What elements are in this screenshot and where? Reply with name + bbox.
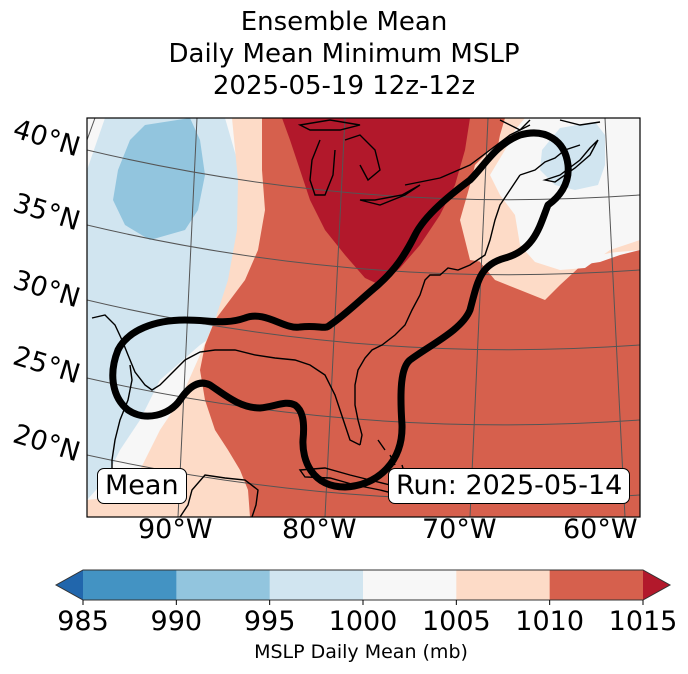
lon-label-80w: 80°W [282, 514, 357, 545]
field-bin-above-1015 [282, 118, 470, 285]
gridline-lat-30 [87, 299, 640, 351]
mean-label-box: Mean [97, 468, 187, 504]
colorbar-tick-label: 1015 [608, 606, 678, 637]
gridline-lat-35 [87, 224, 640, 276]
colorbar-bin-1000-1005 [363, 570, 457, 600]
colorbar-tick-label: 1010 [515, 606, 585, 637]
colorbar-tick-label: 990 [150, 606, 203, 637]
coast-lake-ontario [404, 177, 441, 186]
gridline-lon-100 [87, 118, 96, 141]
gridline-lat-25 [87, 377, 640, 426]
field-bin-990-995 [113, 118, 205, 240]
chart-title-line-2: Daily Mean Minimum MSLP [168, 39, 520, 69]
map-frame [86, 117, 641, 518]
field-bin-1010-1015 [200, 118, 640, 517]
colorbar-bin-990-995 [176, 570, 271, 600]
colorbar-tick-label: 1005 [421, 606, 491, 637]
colorbar-bin-985-990 [83, 570, 177, 600]
colorbar-label: MSLP Daily Mean (mb) [254, 641, 468, 663]
chart-title-line-1: Ensemble Mean [240, 7, 448, 37]
coast-maine [519, 144, 581, 176]
gridline-lon-60 [604, 118, 626, 517]
lon-label-70w: 70°W [422, 514, 497, 545]
colorbar-extend-low [56, 570, 83, 600]
colorbar-tick-label: 995 [243, 606, 296, 637]
coast-yucatan [179, 474, 259, 517]
colorbar-tick-label: 985 [57, 606, 109, 637]
coast-lake-superior [297, 119, 361, 131]
run-date-box: Run: 2025-05-14 [388, 468, 631, 504]
chart-title-line-3: 2025-05-19 12z-12z [212, 71, 476, 101]
coastlines [91, 119, 601, 517]
coast-lake-erie [359, 184, 421, 206]
gridline-lat-40 [87, 149, 640, 201]
coast-east-us [354, 174, 521, 446]
contour-outline [109, 129, 572, 491]
colorbar-bin-1005-1010 [456, 570, 551, 600]
gridline-lon-70 [469, 118, 489, 517]
colorbar-tick-label: 1000 [328, 606, 398, 637]
coast-lake-huron [344, 134, 381, 182]
colorbar-bin-1010-1015 [549, 570, 644, 600]
lon-label-90w: 90°W [138, 514, 213, 545]
lon-label-60w: 60°W [563, 514, 638, 545]
coast-st-lawrence [439, 124, 531, 179]
colorbar-bin-995-1000 [269, 570, 364, 600]
coast-gulf [91, 314, 361, 446]
coast-lake-michigan [309, 139, 336, 196]
coast-canada-north [499, 119, 601, 131]
colorbar-extend-high [643, 570, 670, 600]
